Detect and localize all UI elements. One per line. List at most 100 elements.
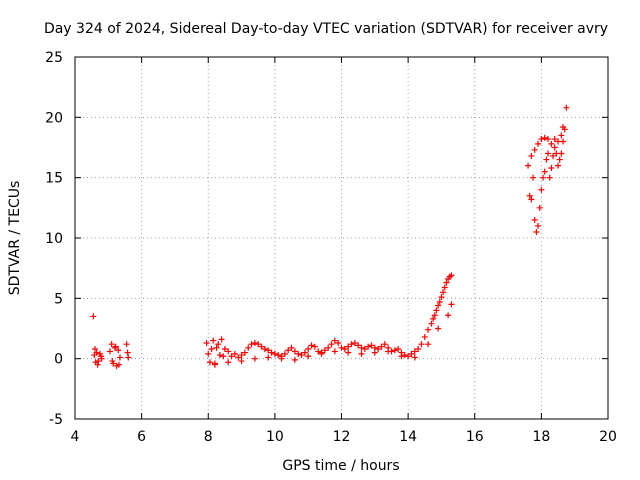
data-point [378, 343, 385, 350]
data-point [325, 344, 332, 351]
data-point [381, 341, 388, 348]
data-point [318, 350, 325, 357]
data-point [395, 346, 402, 353]
data-point [311, 343, 318, 350]
data-point [291, 348, 298, 355]
data-point [550, 152, 557, 159]
data-point [298, 352, 305, 359]
x-tick-label: 14 [399, 429, 417, 445]
data-point [358, 344, 365, 351]
data-point [111, 344, 118, 351]
y-tick-label: 15 [45, 171, 63, 187]
data-point [528, 196, 535, 203]
data-point [355, 342, 362, 349]
grid [75, 57, 608, 419]
data-point [425, 341, 432, 348]
data-point [351, 339, 358, 346]
data-point [238, 352, 245, 359]
data-point [321, 347, 328, 354]
data-point [215, 341, 222, 348]
data-point [220, 353, 227, 360]
data-point [305, 346, 312, 353]
data-point [438, 294, 445, 301]
data-point [95, 358, 102, 365]
data-point [541, 134, 548, 141]
x-tick-label: 10 [266, 429, 284, 445]
data-point [205, 350, 212, 357]
data-point [535, 222, 542, 229]
data-point [258, 343, 265, 350]
y-tick-labels: -5 0 5 10 15 20 25 [45, 50, 63, 428]
data-point [235, 354, 242, 361]
data-point [345, 343, 352, 350]
data-point [301, 349, 308, 356]
data-point [288, 344, 295, 351]
x-axis-label: GPS time / hours [282, 458, 399, 474]
y-tick-label: 5 [54, 291, 63, 307]
data-point [361, 346, 368, 353]
data-point [371, 349, 378, 356]
data-point [533, 228, 540, 235]
data-point [560, 123, 567, 130]
y-tick-label: 20 [45, 110, 63, 126]
data-point [430, 315, 437, 322]
data-point [535, 140, 542, 147]
data-point [546, 174, 553, 181]
x-tick-label: 18 [532, 429, 550, 445]
x-tick-label: 4 [71, 429, 80, 445]
data-point [558, 150, 565, 157]
data-point [545, 150, 552, 157]
data-point [315, 348, 322, 355]
data-point [93, 349, 100, 356]
data-point [308, 342, 315, 349]
data-point [278, 355, 285, 362]
data-point [398, 353, 405, 360]
data-point [563, 104, 570, 111]
y-tick-label: -5 [49, 412, 63, 428]
chart-title: Day 324 of 2024, Sidereal Day-to-day VTE… [44, 21, 608, 37]
data-point [548, 165, 555, 172]
data-point [268, 349, 275, 356]
data-point [545, 136, 552, 143]
data-point [106, 348, 113, 355]
data-point [94, 361, 101, 368]
data-point [281, 350, 288, 357]
data-point [109, 358, 116, 365]
data-point [90, 313, 97, 320]
data-point [405, 353, 412, 360]
data-point [536, 204, 543, 211]
data-point [228, 353, 235, 360]
data-point [255, 341, 262, 348]
data-point [248, 341, 255, 348]
data-point [231, 350, 238, 357]
x-tick-label: 16 [466, 429, 484, 445]
data-point [448, 301, 455, 308]
data-point [526, 192, 533, 199]
data-point [435, 302, 442, 309]
data-point [375, 346, 382, 353]
data-point [125, 354, 132, 361]
data-point [531, 146, 538, 153]
data-point [435, 325, 442, 332]
data-point [551, 136, 558, 143]
data-point [425, 326, 432, 333]
data-point [443, 279, 450, 286]
data-point [210, 337, 217, 344]
data-point [225, 359, 232, 366]
data-point [525, 162, 532, 169]
data-point [436, 298, 443, 305]
data-point [558, 132, 565, 139]
y-tick-label: 25 [45, 50, 63, 66]
data-point [115, 347, 122, 354]
data-point [538, 136, 545, 143]
data-point [348, 341, 355, 348]
data-point [530, 174, 537, 181]
data-point [108, 341, 115, 348]
data-point [540, 174, 547, 181]
data-point [206, 359, 213, 366]
y-tick-label: 0 [54, 352, 63, 368]
y-axis-label: SDTVAR / TECUs [7, 181, 23, 296]
data-point [265, 347, 272, 354]
data-point [251, 339, 258, 346]
